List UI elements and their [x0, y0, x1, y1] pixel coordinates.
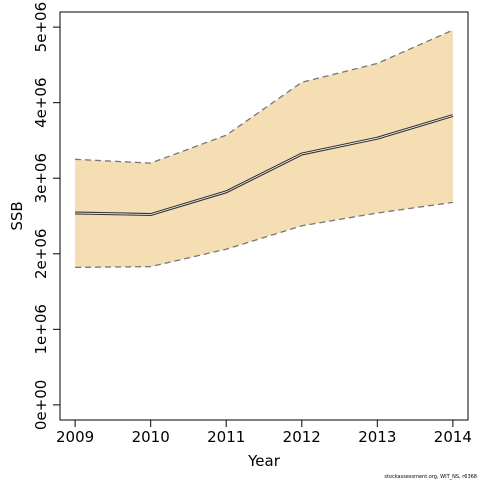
- x-tick-label: 2010: [132, 428, 170, 446]
- estimate-line-inner: [75, 115, 454, 215]
- y-axis-label: SSB: [8, 201, 26, 230]
- series-line-layer: [75, 29, 454, 269]
- x-tick-label: 2012: [283, 428, 321, 446]
- y-axis: 0e+00 1e+06 2e+06 3e+06 4e+06 5e+06: [32, 2, 60, 430]
- credit-text: stockassessment.org, WIT_NS, r6368: [384, 474, 477, 480]
- y-tick-label: 3e+06: [32, 153, 50, 203]
- x-tick-label: 2011: [207, 428, 245, 446]
- x-tick-label: 2013: [358, 428, 396, 446]
- x-tick-label: 2009: [56, 428, 94, 446]
- lower-bound-line: [75, 201, 453, 269]
- plot-frame: [59, 11, 469, 421]
- confidence-band: [75, 30, 453, 268]
- upper-bound-line: [75, 29, 454, 164]
- y-tick-label: 4e+06: [32, 77, 50, 127]
- y-tick-label: 2e+06: [32, 229, 50, 279]
- x-axis: 2009 2010 2011 2012 2013 2014: [56, 420, 472, 446]
- y-tick-label: 5e+06: [32, 2, 50, 52]
- x-tick-label: 2014: [434, 428, 472, 446]
- y-tick-label: 0e+00: [32, 380, 50, 430]
- confidence-band-layer: [75, 30, 453, 268]
- x-axis-label: Year: [247, 452, 281, 470]
- y-tick-label: 1e+06: [32, 304, 50, 354]
